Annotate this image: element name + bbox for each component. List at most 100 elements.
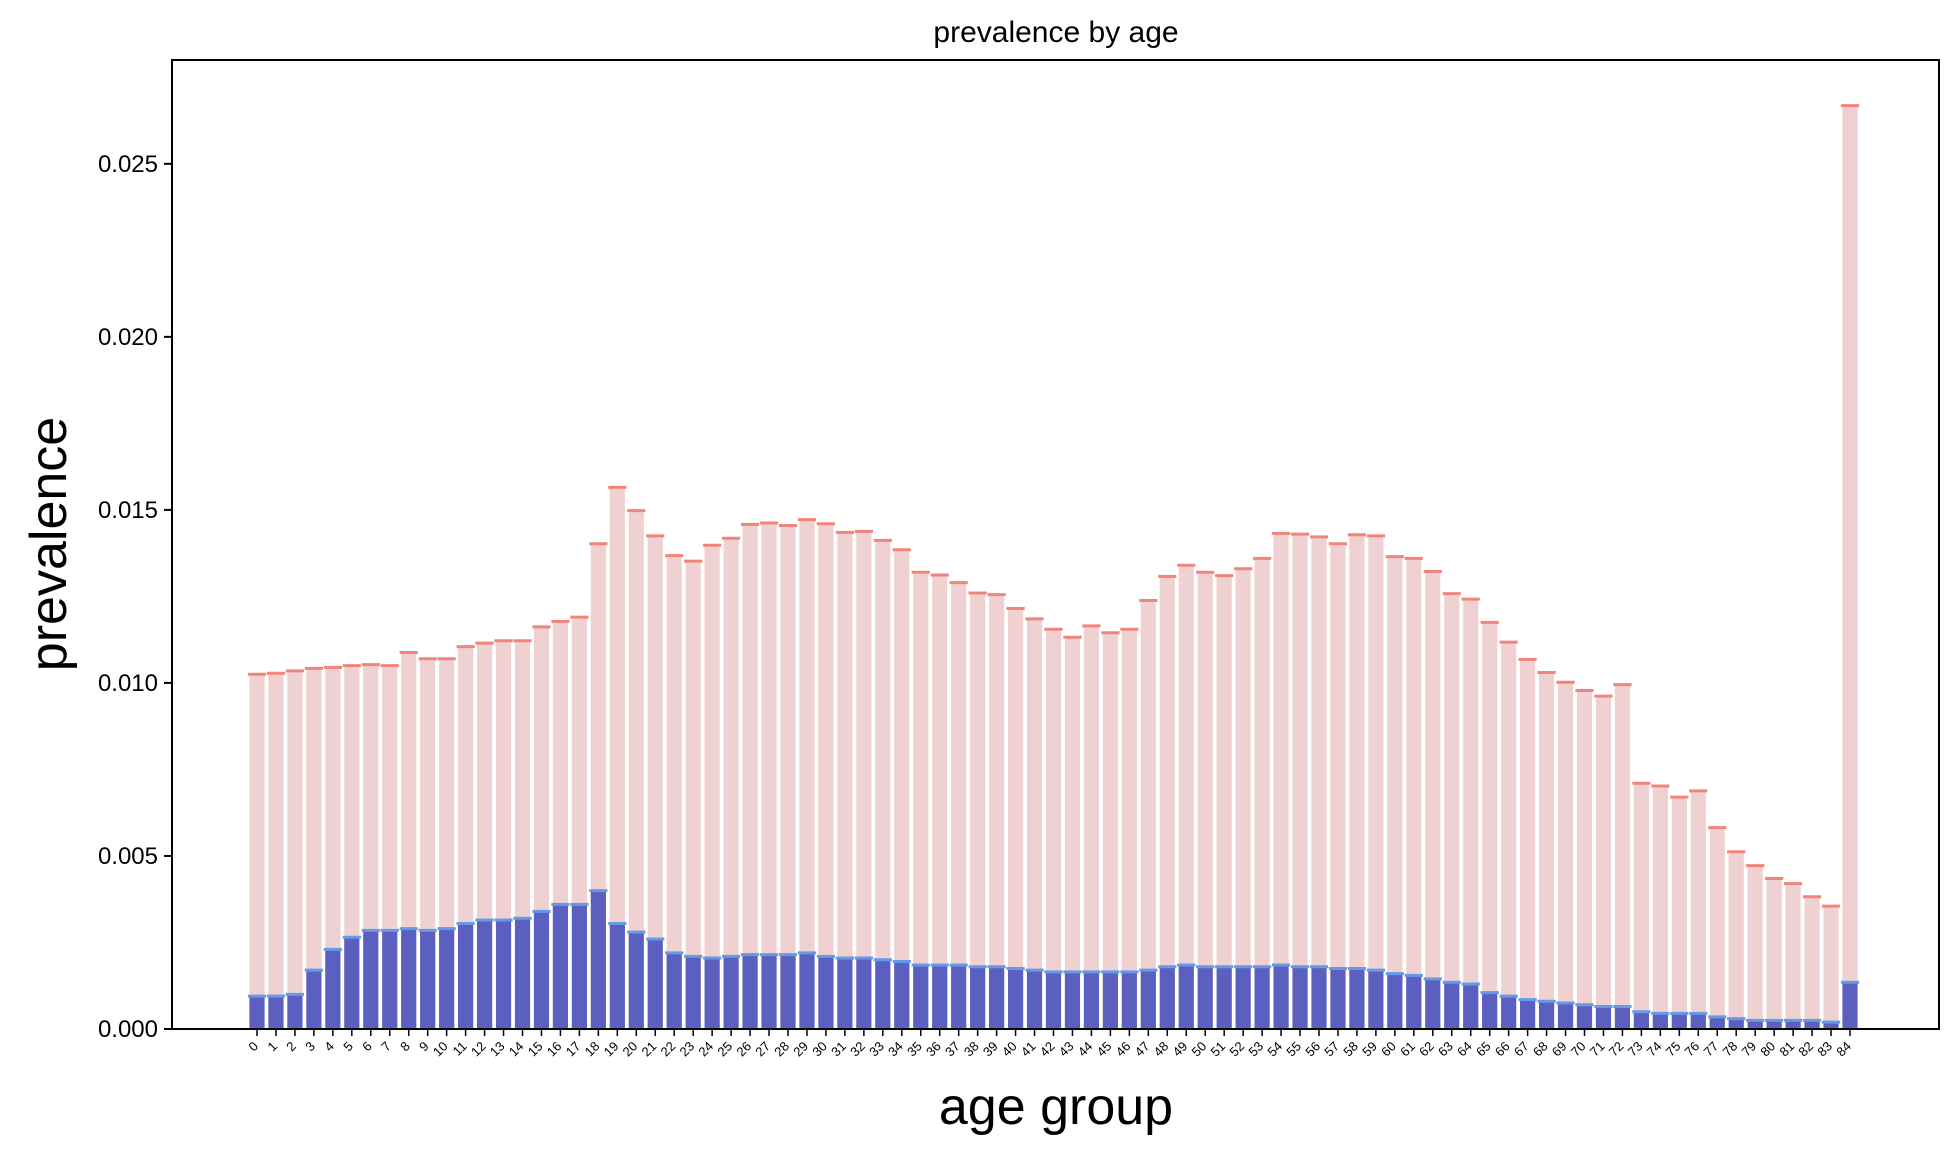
bar-series-1-41	[1026, 970, 1043, 1029]
bar-series-1-58	[1349, 968, 1365, 1029]
bar-series-1-15	[533, 911, 550, 1029]
x-tick-label: 55	[1283, 1039, 1304, 1060]
x-tick-label: 79	[1738, 1039, 1759, 1060]
x-tick-label: 44	[1075, 1039, 1096, 1060]
bar-series-1-11	[458, 923, 474, 1029]
x-tick-label: 24	[695, 1039, 716, 1060]
bar-series-1-75	[1671, 1013, 1687, 1029]
x-tick-label: 20	[620, 1039, 641, 1060]
bar-series-0-47	[1140, 600, 1156, 1029]
bar-series-0-81	[1785, 883, 1801, 1029]
bar-series-0-83	[1823, 906, 1839, 1029]
x-tick-label: 48	[1151, 1039, 1172, 1060]
bar-series-1-70	[1576, 1004, 1593, 1029]
x-tick-label: 36	[923, 1039, 944, 1060]
bar-series-1-73	[1633, 1011, 1649, 1029]
x-tick-label: 66	[1492, 1039, 1513, 1060]
x-tick-label: 27	[752, 1039, 773, 1060]
bar-series-0-30	[818, 523, 834, 1029]
bar-series-1-44	[1083, 971, 1100, 1029]
bar-series-1-67	[1520, 999, 1536, 1029]
x-tick-label: 34	[885, 1039, 906, 1060]
caps-layer	[247, 104, 1860, 1024]
bar-series-0-43	[1064, 637, 1081, 1029]
bar-series-1-74	[1652, 1013, 1668, 1029]
bar-series-0-61	[1406, 558, 1422, 1029]
x-tick-label: 3	[302, 1039, 318, 1055]
bar-series-1-62	[1425, 978, 1441, 1029]
x-tick-label: 13	[487, 1039, 508, 1060]
bar-series-0-40	[1007, 608, 1024, 1029]
x-tick-label: 78	[1719, 1039, 1740, 1060]
y-axis-label: prevalence	[20, 417, 78, 671]
bar-series-1-20	[628, 932, 644, 1029]
bar-series-0-68	[1538, 672, 1555, 1029]
x-tick-label: 56	[1302, 1039, 1323, 1060]
x-tick-label: 5	[340, 1039, 356, 1055]
bar-series-0-46	[1121, 629, 1137, 1029]
x-tick-label: 14	[506, 1039, 527, 1060]
bar-series-1-4	[325, 949, 341, 1029]
bar-series-0-36	[932, 574, 948, 1029]
bar-series-0-35	[913, 572, 929, 1029]
x-tick-label: 31	[828, 1039, 849, 1060]
x-tick-label: 9	[416, 1039, 432, 1055]
bar-series-1-6	[363, 930, 379, 1029]
x-tick-label: 7	[378, 1039, 394, 1055]
bar-series-1-77	[1709, 1016, 1725, 1029]
y-tick-label: 0.010	[98, 670, 158, 697]
bar-series-0-73	[1633, 783, 1649, 1029]
x-tick-label: 12	[468, 1039, 489, 1060]
y-tick-label: 0.005	[98, 843, 158, 870]
bar-series-1-46	[1121, 971, 1137, 1029]
x-tick-label: 8	[397, 1039, 413, 1055]
bar-series-0-84	[1842, 105, 1858, 1030]
bar-series-1-27	[761, 954, 777, 1029]
x-tick-label: 61	[1397, 1039, 1418, 1060]
x-tick-label: 53	[1245, 1039, 1266, 1060]
bar-series-0-53	[1254, 558, 1270, 1029]
bar-series-1-48	[1159, 966, 1175, 1029]
bar-series-1-39	[989, 966, 1005, 1029]
bar-series-0-34	[894, 549, 910, 1029]
bar-series-0-75	[1671, 797, 1687, 1029]
bar-series-1-26	[742, 954, 758, 1029]
bar-series-1-38	[970, 966, 986, 1029]
x-tick-label: 77	[1701, 1039, 1722, 1060]
x-axis: 0 1 2 3 4 5 6 7 8 9101112131415161718192021222324…	[245, 1029, 1854, 1059]
bar-series-1-32	[856, 958, 872, 1029]
bar-series-1-17	[571, 904, 587, 1029]
bar-series-0-60	[1387, 556, 1403, 1029]
bar-series-1-10	[439, 928, 455, 1029]
bar-series-1-29	[799, 952, 815, 1029]
x-tick-label: 0	[245, 1039, 261, 1055]
bar-series-1-16	[552, 904, 569, 1029]
bar-series-0-48	[1159, 576, 1175, 1029]
bar-series-0-24	[704, 545, 720, 1029]
bar-series-0-51	[1216, 575, 1232, 1029]
bar-series-1-0	[249, 996, 265, 1029]
bar-series-1-35	[913, 964, 929, 1029]
bar-series-0-71	[1595, 696, 1612, 1029]
bar-series-0-74	[1652, 786, 1668, 1029]
bar-series-1-76	[1690, 1013, 1706, 1029]
x-tick-label: 40	[999, 1039, 1020, 1060]
x-tick-label: 23	[676, 1039, 697, 1060]
bar-series-1-59	[1368, 970, 1384, 1029]
bar-series-1-31	[837, 958, 853, 1029]
bar-series-1-64	[1463, 984, 1479, 1029]
x-tick-label: 17	[563, 1039, 584, 1060]
bar-series-1-51	[1216, 966, 1232, 1029]
bar-series-1-52	[1235, 966, 1251, 1029]
x-tick-label: 37	[942, 1039, 963, 1060]
x-tick-label: 67	[1511, 1039, 1532, 1060]
x-tick-label: 4	[321, 1039, 337, 1055]
bar-series-1-49	[1178, 964, 1194, 1029]
bar-series-0-28	[780, 525, 796, 1029]
bar-series-1-36	[932, 964, 948, 1029]
bar-series-0-59	[1368, 535, 1384, 1029]
bar-series-0-49	[1178, 565, 1194, 1029]
bar-series-1-22	[666, 952, 682, 1029]
bar-series-0-27	[761, 523, 777, 1029]
bar-series-0-37	[951, 582, 967, 1029]
